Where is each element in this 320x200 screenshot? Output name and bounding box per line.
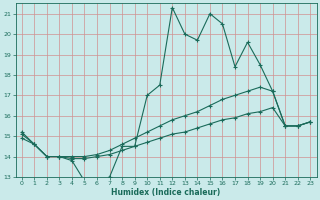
X-axis label: Humidex (Indice chaleur): Humidex (Indice chaleur) bbox=[111, 188, 221, 197]
